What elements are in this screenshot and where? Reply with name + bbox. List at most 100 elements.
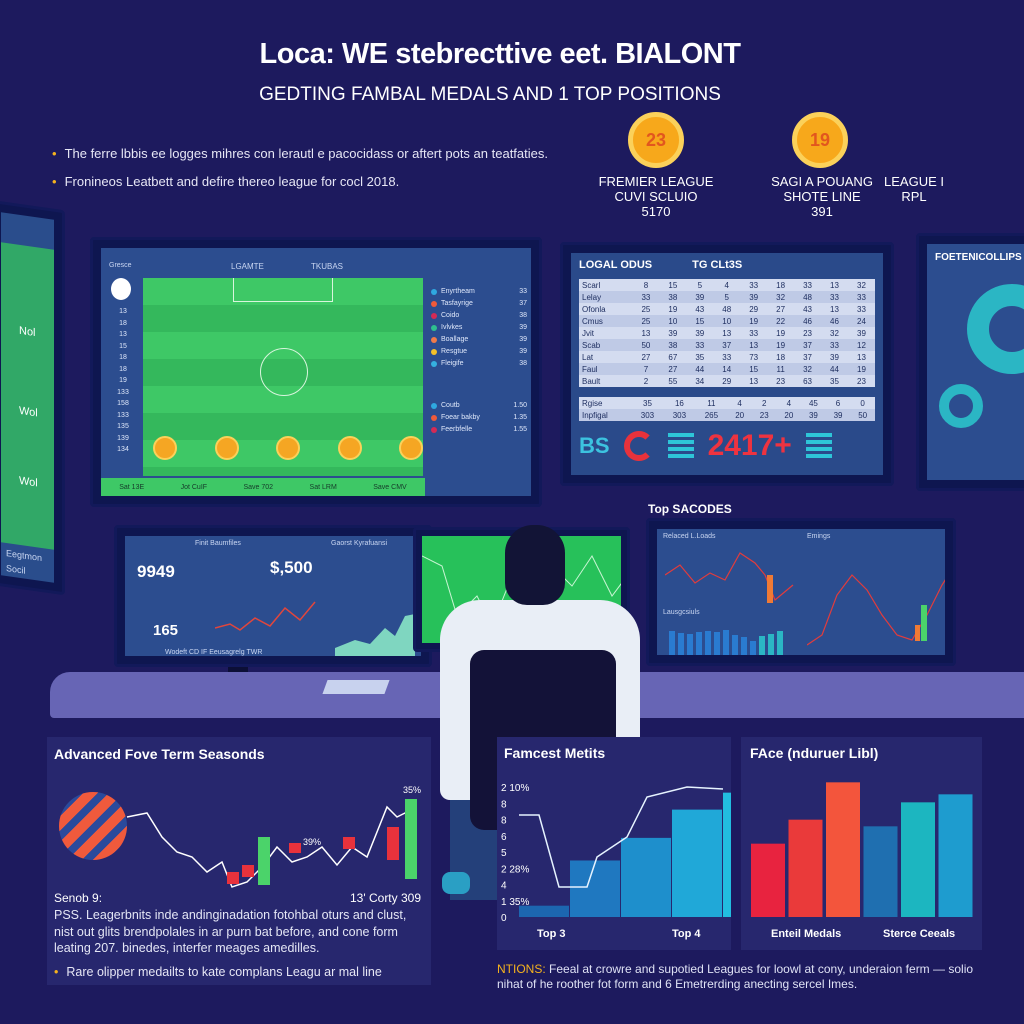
pitch-tab[interactable]: Gresce <box>109 262 132 269</box>
table-cell: 44 <box>686 363 714 375</box>
bar <box>687 634 693 655</box>
table-cell: 37 <box>794 339 822 351</box>
color-dot <box>431 349 437 355</box>
table-cell: 43 <box>686 303 714 315</box>
left-side-panel: Nol Wol Wol Eegtmon Socil <box>0 199 65 596</box>
table-cell: 39 <box>659 327 687 339</box>
face-bar <box>826 782 860 917</box>
bullet-1: The ferre lbbis ee logges mihres con ler… <box>52 146 548 161</box>
table-row[interactable]: Lelay 33 38 39 5 39 32 48 33 33 <box>579 291 875 303</box>
color-dot <box>431 415 437 421</box>
table-cell: 2 <box>632 375 660 387</box>
side-list-item[interactable]: Resgtue 39 <box>431 346 527 358</box>
season-bar <box>343 837 355 849</box>
table-cell: 33 <box>740 327 768 339</box>
table-cell: 2 <box>751 397 777 409</box>
season-bar <box>387 827 399 860</box>
page-title: Loca: WE stebrecttive eet. BIALONT <box>259 38 741 70</box>
face-bar <box>901 802 935 917</box>
football-icon <box>59 792 127 860</box>
pitch-left-value: 133 <box>117 411 129 419</box>
table-cell: 43 <box>794 303 822 315</box>
table-cell: 13 <box>713 327 741 339</box>
table-cell: 10 <box>713 315 741 327</box>
table-cell: 48 <box>713 303 741 315</box>
table-row[interactable]: Cmus 25 10 15 10 19 22 46 46 24 <box>579 315 875 327</box>
table-cell: 8 <box>632 279 660 291</box>
side-list-item[interactable]: Coido 38 <box>431 310 527 322</box>
table-row[interactable]: Ofonla 25 19 43 48 29 27 43 13 33 <box>579 303 875 315</box>
table-cell: 18 <box>767 279 795 291</box>
pitch-footer-item[interactable]: Save CMV <box>373 483 407 491</box>
club-name: Lelay <box>579 291 633 303</box>
table-row[interactable]: Jvit 13 39 39 13 33 19 23 32 39 <box>579 327 875 339</box>
side-list-item[interactable]: Enyrtheam 33 <box>431 286 527 298</box>
table-cell: 27 <box>632 351 660 363</box>
badge-line: 5170 <box>641 204 671 219</box>
pitch-footer-item[interactable]: Save 702 <box>243 483 274 491</box>
side-item-value: 1.55 <box>513 426 527 433</box>
table-row[interactable]: Scab 50 38 33 37 13 19 37 33 12 <box>579 339 875 351</box>
y-tick: 4 <box>501 881 507 892</box>
side-item-value: 38 <box>519 360 527 367</box>
pitch-footer-item[interactable]: Jot CuIF <box>180 483 208 491</box>
table-cell: 39 <box>847 327 875 339</box>
pitch-footer-item[interactable]: Sat 13E <box>119 483 145 491</box>
chart3-title: Lausgcsiuls <box>663 609 700 616</box>
table-cell: 73 <box>740 351 768 363</box>
badge-23: 23 <box>628 112 684 168</box>
bar <box>768 634 774 655</box>
pitch-left-value: 134 <box>117 446 129 453</box>
red-line-chart-2 <box>807 574 945 646</box>
chart2-title: Emings <box>807 533 831 540</box>
side-list-item[interactable]: Foear bakby 1.35 <box>431 412 527 424</box>
metrics-chart: 0 1 35% 4 2 28% 5 6 8 8 2 10% Top 3 Top 4 <box>501 783 731 940</box>
season-bar <box>242 865 254 877</box>
pitch-left-value: 158 <box>117 400 129 407</box>
side-list-item[interactable]: Tasfayrige 37 <box>431 298 527 310</box>
table-row[interactable]: Inpfigal 303 303 265 20 23 20 39 39 50 <box>579 409 875 421</box>
side-list-item[interactable]: Feerbfelle 1.55 <box>431 424 527 436</box>
table-row[interactable]: Rgise 35 16 11 4 2 4 45 6 0 <box>579 397 875 409</box>
pitch-footer-item[interactable]: Sat LRM <box>309 483 337 491</box>
pitch-left-value: 13 <box>119 331 127 338</box>
red-line-chart-1 <box>665 552 794 603</box>
bar <box>741 637 747 655</box>
x-label: Enteil Medals <box>771 928 841 940</box>
table-row[interactable]: Faul 7 27 44 14 15 11 32 44 19 <box>579 363 875 375</box>
color-dot <box>431 403 437 409</box>
table-row[interactable]: Lat 27 67 35 33 73 18 37 39 13 <box>579 351 875 363</box>
metric-line <box>519 786 724 888</box>
table-cell: 32 <box>847 279 875 291</box>
metric-bar <box>621 837 671 917</box>
table-cell: 45 <box>801 397 826 409</box>
bar <box>732 635 738 655</box>
bar <box>705 631 711 655</box>
badge-label-2: SAGI A POUANG SHOTE LINE 391 <box>752 174 892 219</box>
side-list-item[interactable]: Coutb 1.50 <box>431 400 527 412</box>
side-list-item[interactable]: Ivlvkes 39 <box>431 322 527 334</box>
table-cell: 39 <box>825 409 851 421</box>
table-cell: 14 <box>713 363 741 375</box>
stats-line-chart <box>215 601 316 631</box>
badge-19: 19 <box>792 112 848 168</box>
pitch-left-value: 133 <box>117 388 129 396</box>
bar <box>750 641 756 655</box>
face-panel: FAce (nduruer Libl) Enteil Medals Sterce … <box>741 737 982 950</box>
bar <box>777 631 783 655</box>
club-name: Faul <box>579 363 633 375</box>
pitch-left-value: 15 <box>119 342 127 350</box>
table-row[interactable]: Bault 2 55 34 29 13 23 63 35 23 <box>579 375 875 387</box>
table-cell: 38 <box>659 291 687 303</box>
side-list-item[interactable]: Boallage 39 <box>431 334 527 346</box>
side-item-label: Fleigife <box>441 360 464 367</box>
table-cell: 7 <box>632 363 660 375</box>
club-name: Bault <box>579 375 633 387</box>
top-scores-label: Top SACODES <box>648 502 732 516</box>
stats-title: Finit Baumfiles <box>195 540 241 547</box>
table-cell: 20 <box>727 409 752 421</box>
table-row[interactable]: Scarl 8 15 5 4 33 18 33 13 32 <box>579 279 875 291</box>
metrics-panel: Famcest Metits 0 1 35% 4 2 28% 5 6 8 8 2 10% Top … <box>497 737 731 950</box>
y-tick: 1 35% <box>501 897 529 908</box>
side-list-item[interactable]: Fleigife 38 <box>431 358 527 370</box>
